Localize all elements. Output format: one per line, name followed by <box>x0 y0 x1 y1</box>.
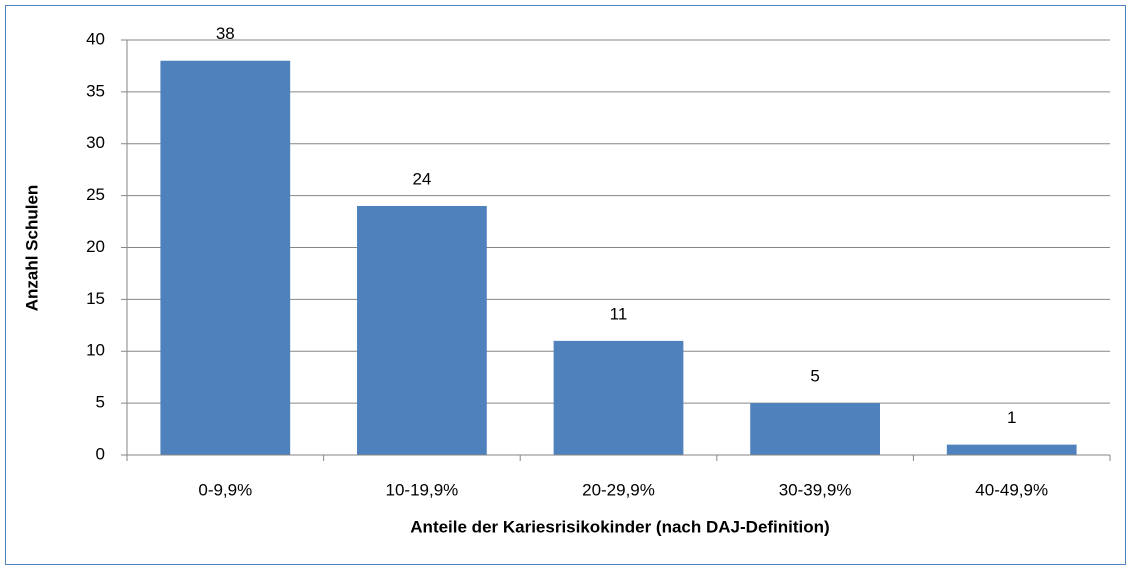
bar <box>553 340 684 455</box>
x-tick-label: 0-9,9% <box>198 480 252 499</box>
bar <box>357 206 487 455</box>
x-tick-label: 20-29,9% <box>582 480 655 499</box>
y-tick-label: 15 <box>86 289 105 308</box>
y-tick-label: 35 <box>86 81 105 100</box>
data-label: 11 <box>610 304 628 323</box>
data-label: 5 <box>810 367 819 386</box>
data-label: 24 <box>412 169 431 188</box>
bar <box>160 60 291 455</box>
y-tick-label: 20 <box>86 237 105 256</box>
y-tick-label: 0 <box>96 444 105 463</box>
x-tick-label: 10-19,9% <box>386 480 459 499</box>
y-tick-label: 5 <box>96 393 105 412</box>
data-label: 1 <box>1007 408 1016 427</box>
y-axis-title: Anzahl Schulen <box>22 185 41 312</box>
data-label: 38 <box>216 24 235 43</box>
x-axis-title: Anteile der Kariesrisikokinder (nach DAJ… <box>410 517 829 536</box>
x-tick-label: 40-49,9% <box>975 480 1048 499</box>
y-tick-label: 25 <box>86 185 105 204</box>
y-tick-label: 10 <box>86 341 105 360</box>
bar <box>750 403 880 455</box>
y-tick-label: 40 <box>86 29 105 48</box>
bar <box>946 444 1077 455</box>
x-tick-label: 30-39,9% <box>779 480 852 499</box>
y-tick-label: 30 <box>86 133 105 152</box>
